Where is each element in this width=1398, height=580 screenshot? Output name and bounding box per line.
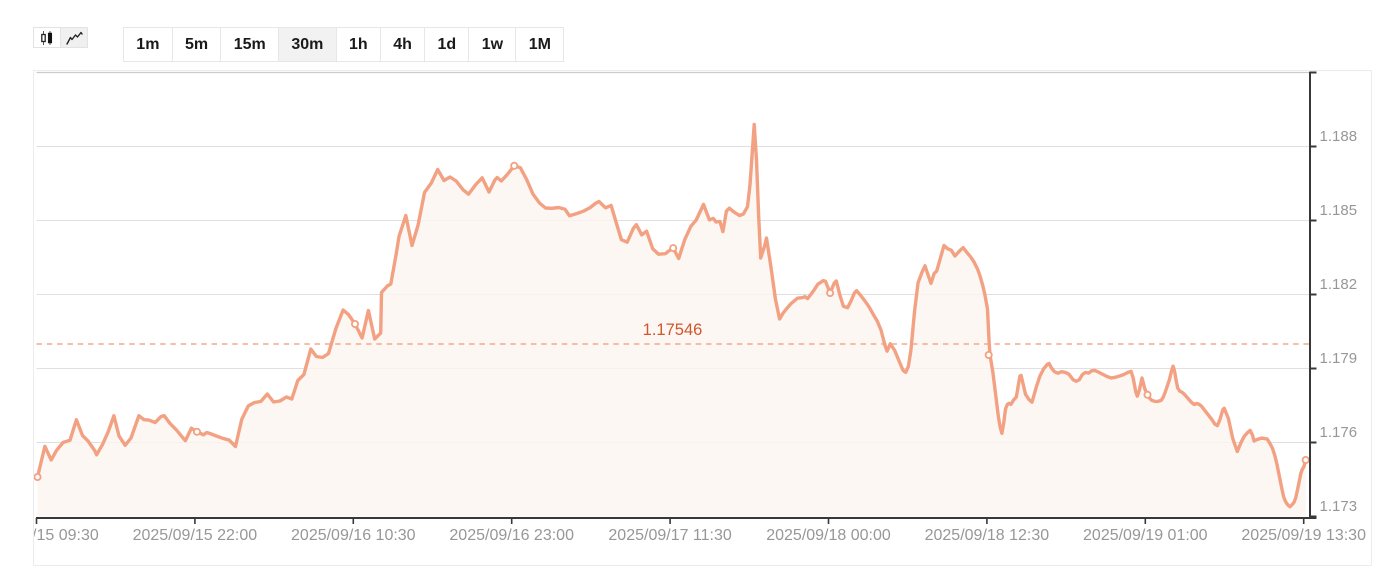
svg-text:2025/09/17 11:30: 2025/09/17 11:30 xyxy=(608,527,731,544)
svg-text:1.173: 1.173 xyxy=(1320,498,1358,515)
svg-text:2025/09/16 23:00: 2025/09/16 23:00 xyxy=(449,527,574,544)
svg-text:2025/09/18 00:00: 2025/09/18 00:00 xyxy=(766,527,891,544)
svg-text:1.188: 1.188 xyxy=(1320,128,1358,145)
svg-text:2025/09/15 22:00: 2025/09/15 22:00 xyxy=(133,527,258,544)
svg-text:1.185: 1.185 xyxy=(1320,202,1358,219)
svg-text:2025/09/18 12:30: 2025/09/18 12:30 xyxy=(925,527,1050,544)
svg-text:2025/09/19 13:30: 2025/09/19 13:30 xyxy=(1241,527,1366,544)
svg-text:2025/09/19 01:00: 2025/09/19 01:00 xyxy=(1083,527,1208,544)
svg-text:1.179: 1.179 xyxy=(1320,350,1358,367)
svg-text:1.176: 1.176 xyxy=(1320,424,1358,441)
svg-text:1.182: 1.182 xyxy=(1320,276,1358,293)
svg-text:1.17546: 1.17546 xyxy=(643,321,703,339)
svg-text:2025/09/16 10:30: 2025/09/16 10:30 xyxy=(291,527,416,544)
